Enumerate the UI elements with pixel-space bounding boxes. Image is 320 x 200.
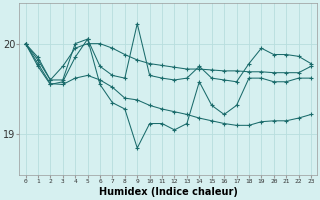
X-axis label: Humidex (Indice chaleur): Humidex (Indice chaleur)	[99, 187, 238, 197]
